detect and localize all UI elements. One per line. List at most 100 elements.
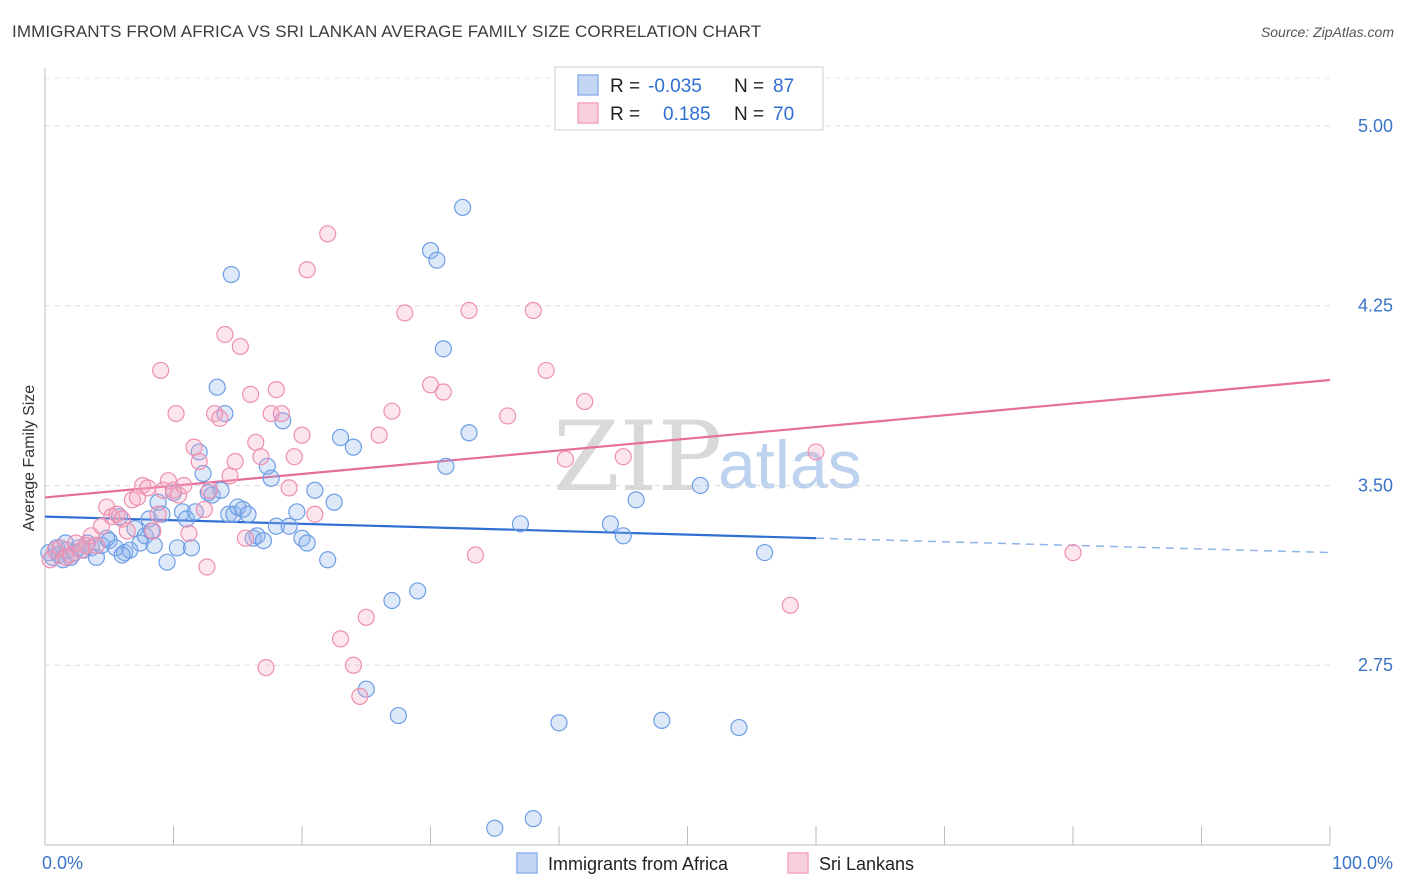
srilankan-point [280,479,298,497]
bottom-legend-swatch-africa [516,852,538,874]
bottom-legend-label-srilankan: Sri Lankans [819,854,914,874]
africa-point [203,486,221,504]
legend-n-label-africa: N = [734,76,764,97]
africa-point [254,531,273,550]
srilankan-point [357,608,375,626]
srilankan-point [466,546,485,564]
srilankan-point [460,301,478,320]
srilankan-point [139,479,157,497]
srilankan-point [524,301,542,320]
africa-point [627,491,645,509]
srilankan-point [1064,543,1082,562]
africa-point [691,476,709,495]
srilankan-point [257,659,275,677]
srilankan-point [190,452,208,471]
srilankan-point [576,392,594,411]
watermark-zip: ZIP [553,401,722,513]
africa-point [409,582,427,600]
africa-point [158,553,176,571]
srilankan-point [198,558,216,576]
source-label: Source: ZipAtlas.com [1260,24,1394,40]
watermark-atlas: atlas [718,427,862,503]
srilankan-point [267,380,285,399]
y-tick-label: 2.75 [1358,655,1393,675]
africa-point [460,424,478,442]
africa-point [524,810,542,828]
africa-point [319,551,337,569]
srilankan-point [499,407,517,425]
y-tick-label: 3.50 [1358,475,1393,495]
africa-point [100,531,118,550]
srilankan-point [167,404,185,423]
srilankan-point [231,337,249,356]
africa-point [288,503,306,521]
srilankan-point [87,536,106,554]
srilankan-point [306,505,324,523]
axes [44,68,1331,846]
srilankan-point [272,404,291,423]
africa-point [262,469,280,487]
srilankan-point [537,361,555,380]
legend-n-label-srilankan: N = [734,104,764,125]
tick-labels: 2.75 3.50 4.25 5.00 0.0% 100.0% [42,116,1393,873]
africa-point [344,438,362,456]
srilankan-point [175,476,193,495]
africa-trend-line [44,515,817,540]
srilankan-point [781,596,799,614]
srilankan-point [370,426,388,444]
africa-point [280,517,298,535]
srilankan-point [206,404,224,423]
srilankan-point [285,448,303,466]
y-tick-label: 4.25 [1358,296,1393,316]
srilankan-point [344,656,362,674]
correlation-legend: R = -0.035 N = 87 R = 0.185 N = 70 [554,66,824,131]
srilankan-point [556,450,575,468]
africa-point [428,251,446,269]
srilankan-point [159,472,177,490]
africa-point [614,527,632,545]
legend-r-value-africa: -0.035 [648,76,702,97]
bottom-legend-swatch-srilankan [787,852,809,874]
srilankan-point [298,261,316,279]
srilankan-point [216,325,234,344]
africa-point [145,536,163,554]
africa-point [306,481,324,499]
srilankan-point [396,304,414,322]
srilankan-point [144,522,162,540]
srilankan-point [614,448,632,466]
africa-point [325,493,343,511]
africa-trend-extension [815,537,1331,554]
srilankan-point [72,541,90,559]
srilankan-point [293,426,311,444]
africa-point [454,198,472,217]
srilankan-point [319,225,337,243]
africa-point [486,819,504,837]
srilankan-point [421,376,440,394]
srilankan-point [185,438,203,456]
legend-swatch-africa [577,74,599,96]
srilankan-point [149,505,167,523]
legend-n-value-africa: 87 [773,76,794,97]
series-legend: Immigrants from Africa Sri Lankans [516,852,914,874]
srilankan-point [226,452,244,471]
srilankan-trend-line [44,378,1331,499]
srilankan-point [195,500,213,519]
africa-point [653,711,671,729]
srilankan-point [221,467,239,485]
y-axis-label: Average Family Size [21,385,38,532]
bottom-legend-label-africa: Immigrants from Africa [548,854,729,874]
srilankan-point [118,522,136,540]
africa-point [113,546,131,564]
africa-point [730,718,748,737]
africa-point [389,706,407,725]
africa-point [755,543,774,562]
africa-point [222,265,240,284]
legend-n-value-srilankan: 70 [773,104,794,125]
y-tick-label: 5.00 [1358,116,1393,136]
africa-point [177,510,195,528]
srilankan-point [108,505,126,523]
legend-r-label-srilankan: R = [610,104,640,125]
x-tick-label-start: 0.0% [42,853,83,873]
srilankan-point [247,433,265,451]
